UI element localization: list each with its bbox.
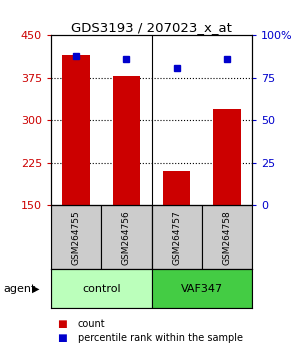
Bar bbox=[101, 205, 152, 269]
Text: GSM264756: GSM264756 bbox=[122, 210, 131, 264]
Bar bbox=[202, 205, 252, 269]
Text: ■: ■ bbox=[57, 319, 67, 329]
Text: GSM264755: GSM264755 bbox=[72, 210, 81, 264]
Bar bbox=[152, 205, 202, 269]
Text: VAF347: VAF347 bbox=[181, 284, 223, 293]
Bar bbox=[213, 109, 241, 205]
Text: percentile rank within the sample: percentile rank within the sample bbox=[78, 333, 243, 343]
Bar bbox=[163, 171, 190, 205]
Text: GSM264757: GSM264757 bbox=[172, 210, 181, 264]
Text: GSM264758: GSM264758 bbox=[222, 210, 231, 264]
Text: count: count bbox=[78, 319, 106, 329]
Bar bbox=[51, 205, 101, 269]
Bar bbox=[62, 55, 90, 205]
Text: ▶: ▶ bbox=[32, 284, 40, 293]
Bar bbox=[152, 269, 252, 308]
Text: ■: ■ bbox=[57, 333, 67, 343]
Bar bbox=[112, 76, 140, 205]
Bar bbox=[51, 269, 152, 308]
Title: GDS3193 / 207023_x_at: GDS3193 / 207023_x_at bbox=[71, 21, 232, 34]
Text: control: control bbox=[82, 284, 121, 293]
Text: agent: agent bbox=[3, 284, 35, 293]
